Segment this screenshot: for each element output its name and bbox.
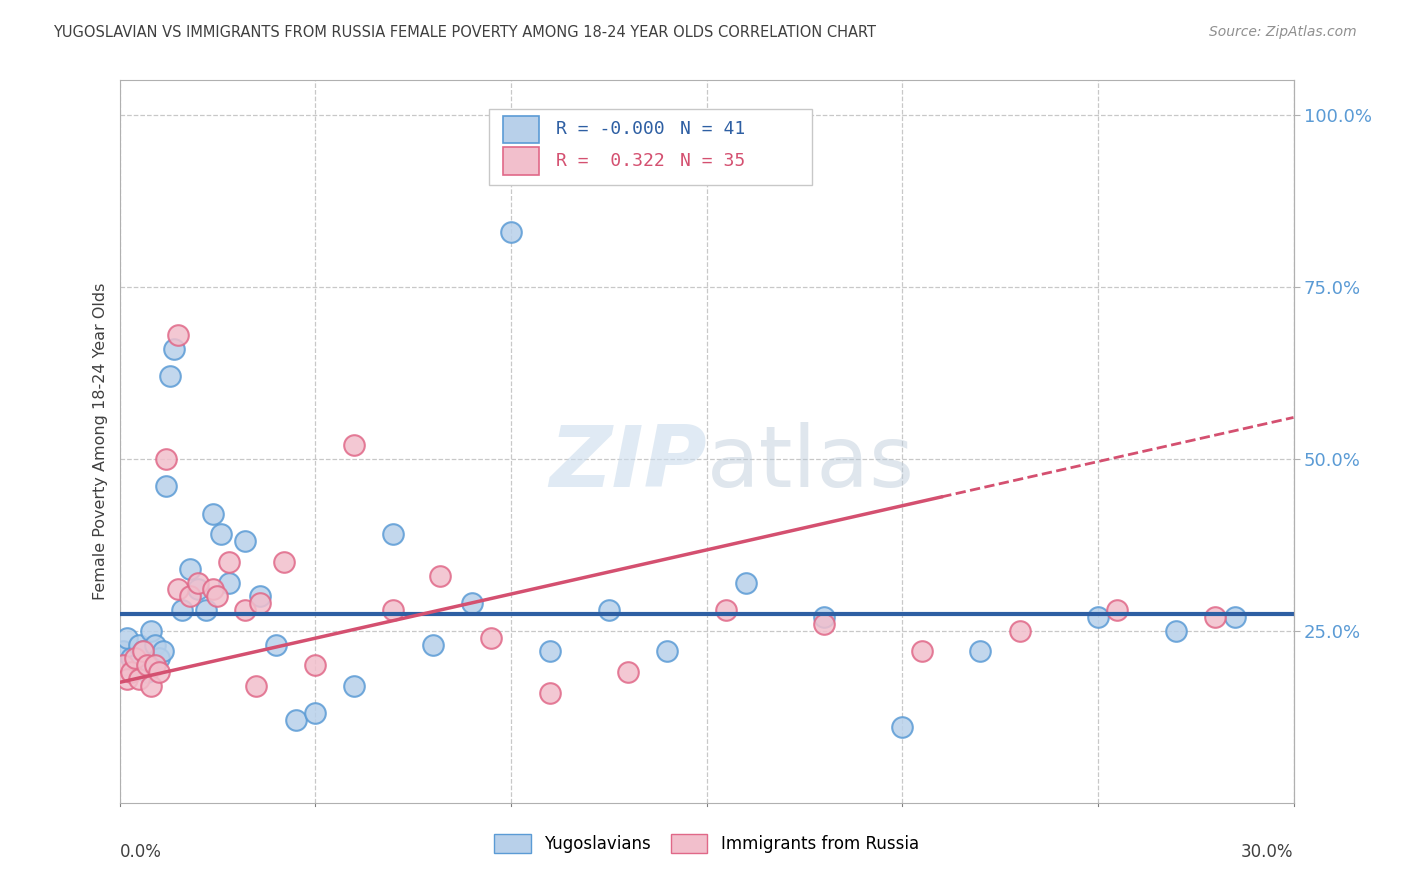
Point — [120, 651, 142, 665]
Point — [969, 644, 991, 658]
FancyBboxPatch shape — [503, 147, 538, 175]
Text: 0.0%: 0.0% — [120, 843, 162, 861]
Point — [128, 638, 150, 652]
Point — [167, 582, 190, 597]
Point — [135, 658, 157, 673]
Point — [460, 596, 484, 610]
Point — [155, 451, 177, 466]
Point — [499, 225, 522, 239]
Y-axis label: Female Poverty Among 18-24 Year Olds: Female Poverty Among 18-24 Year Olds — [93, 283, 108, 600]
Point — [284, 713, 307, 727]
Point — [207, 590, 229, 604]
Text: Source: ZipAtlas.com: Source: ZipAtlas.com — [1209, 25, 1357, 39]
Legend: Yugoslavians, Immigrants from Russia: Yugoslavians, Immigrants from Russia — [488, 827, 925, 860]
Point — [714, 603, 737, 617]
Point — [1107, 603, 1129, 617]
Point — [148, 665, 170, 679]
Point — [135, 665, 157, 679]
Point — [1204, 610, 1226, 624]
Point — [112, 658, 135, 673]
Point — [813, 610, 835, 624]
Point — [143, 658, 166, 673]
Point — [143, 638, 166, 652]
Point — [304, 706, 326, 721]
Point — [538, 686, 561, 700]
Point — [218, 555, 240, 569]
Point — [617, 665, 640, 679]
Point — [163, 342, 186, 356]
Point — [187, 582, 209, 597]
Point — [1008, 624, 1031, 638]
Point — [155, 479, 177, 493]
Point — [891, 720, 914, 734]
Point — [218, 575, 240, 590]
Text: YUGOSLAVIAN VS IMMIGRANTS FROM RUSSIA FEMALE POVERTY AMONG 18-24 YEAR OLDS CORRE: YUGOSLAVIAN VS IMMIGRANTS FROM RUSSIA FE… — [53, 25, 876, 40]
Point — [343, 438, 366, 452]
Point — [233, 603, 256, 617]
Text: N = 41: N = 41 — [679, 120, 745, 138]
Point — [120, 665, 142, 679]
Point — [132, 644, 155, 658]
Point — [382, 527, 405, 541]
Text: N = 35: N = 35 — [679, 153, 745, 170]
Point — [167, 327, 190, 342]
Point — [233, 534, 256, 549]
FancyBboxPatch shape — [503, 116, 538, 143]
Point — [124, 658, 146, 673]
Point — [1166, 624, 1188, 638]
Point — [194, 603, 217, 617]
Point — [202, 507, 225, 521]
Point — [249, 596, 271, 610]
Point — [159, 369, 181, 384]
Text: 30.0%: 30.0% — [1241, 843, 1294, 861]
Point — [813, 616, 835, 631]
Point — [124, 651, 146, 665]
Point — [273, 555, 295, 569]
Point — [657, 644, 679, 658]
Point — [112, 644, 135, 658]
FancyBboxPatch shape — [489, 109, 813, 185]
Point — [1087, 610, 1109, 624]
Point — [264, 638, 287, 652]
Point — [117, 631, 139, 645]
Point — [148, 651, 170, 665]
Text: atlas: atlas — [707, 422, 914, 505]
Point — [117, 672, 139, 686]
Point — [479, 631, 502, 645]
Point — [538, 644, 561, 658]
Point — [209, 527, 232, 541]
Text: R = -0.000: R = -0.000 — [557, 120, 665, 138]
Point — [734, 575, 756, 590]
Point — [202, 582, 225, 597]
Point — [598, 603, 620, 617]
Point — [245, 679, 267, 693]
Point — [139, 679, 162, 693]
Point — [422, 638, 444, 652]
Point — [152, 644, 174, 658]
Point — [172, 603, 194, 617]
Point — [179, 590, 201, 604]
Point — [382, 603, 405, 617]
Point — [139, 624, 162, 638]
Point — [429, 568, 451, 582]
Text: ZIP: ZIP — [548, 422, 707, 505]
Text: R =  0.322: R = 0.322 — [557, 153, 665, 170]
Point — [128, 672, 150, 686]
Point — [187, 575, 209, 590]
Point — [179, 562, 201, 576]
Point — [1223, 610, 1246, 624]
Point — [249, 590, 271, 604]
Point — [304, 658, 326, 673]
Point — [911, 644, 934, 658]
Point — [132, 644, 155, 658]
Point — [343, 679, 366, 693]
